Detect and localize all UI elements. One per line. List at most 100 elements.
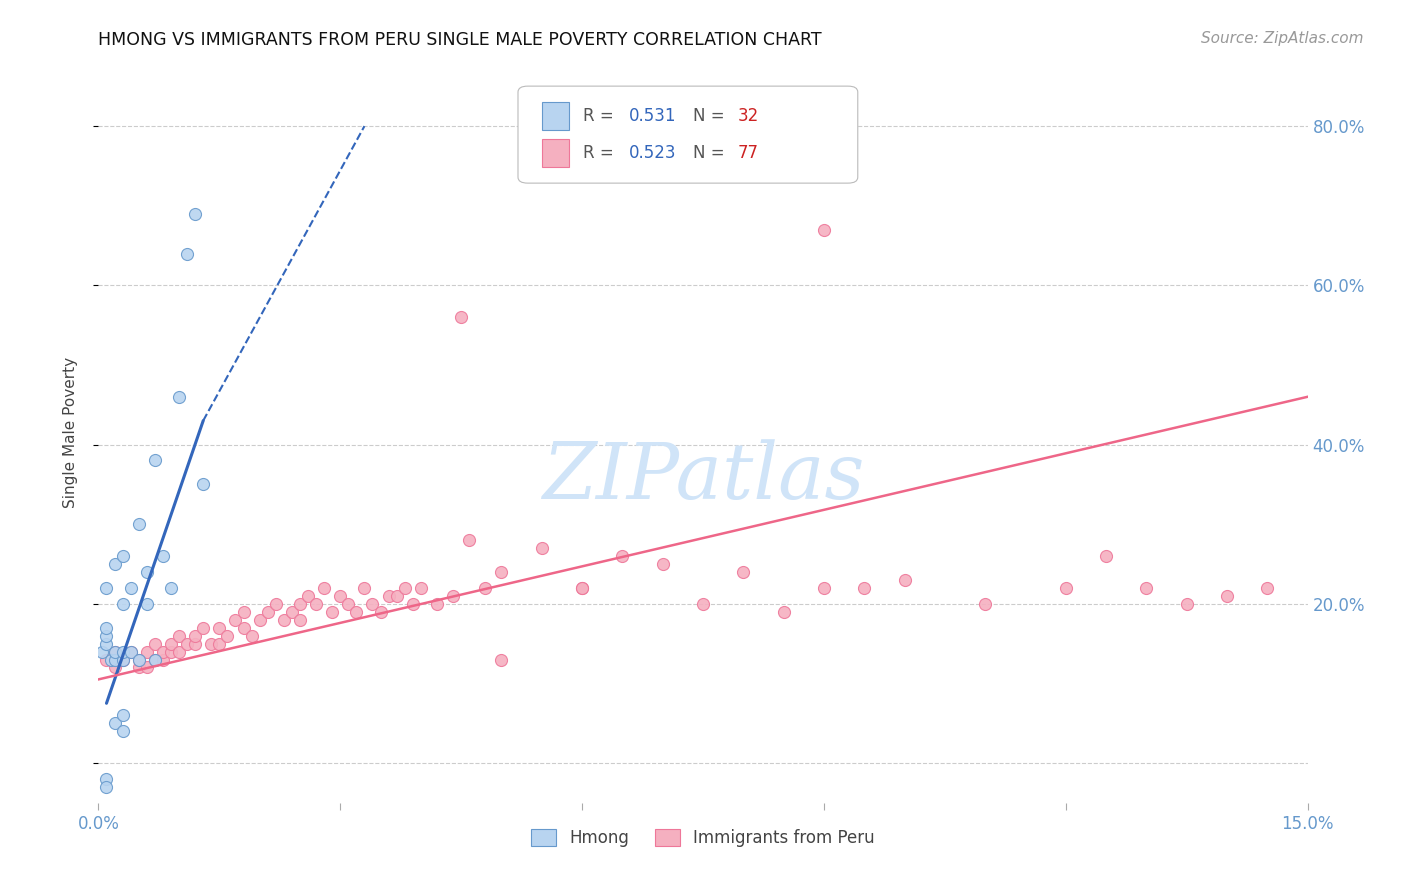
Point <box>450 310 472 325</box>
Point <box>256 605 278 619</box>
Point <box>111 708 134 723</box>
Point <box>96 629 118 643</box>
Point <box>288 613 311 627</box>
Point <box>103 644 125 658</box>
Point <box>152 652 174 666</box>
Point <box>193 621 215 635</box>
Point <box>651 557 673 571</box>
Point <box>217 629 239 643</box>
Point <box>143 652 166 666</box>
Point <box>232 621 254 635</box>
Point <box>426 597 449 611</box>
Point <box>297 589 319 603</box>
Point <box>167 629 190 643</box>
Text: ZIPatlas: ZIPatlas <box>541 439 865 516</box>
Point <box>128 660 150 674</box>
Point <box>273 613 295 627</box>
Point <box>135 565 157 579</box>
Point <box>402 597 425 611</box>
Point <box>692 597 714 611</box>
Point <box>240 629 263 643</box>
Point <box>772 605 794 619</box>
Y-axis label: Single Male Poverty: Single Male Poverty <box>63 357 77 508</box>
FancyBboxPatch shape <box>543 139 569 168</box>
Point <box>321 605 343 619</box>
Point <box>571 581 593 595</box>
Text: N =: N = <box>693 145 730 162</box>
Point <box>91 644 114 658</box>
Point <box>96 652 118 666</box>
Point <box>111 724 134 739</box>
Point <box>143 637 166 651</box>
Point <box>208 621 231 635</box>
Text: R =: R = <box>583 145 619 162</box>
Point <box>184 629 207 643</box>
Legend: Hmong, Immigrants from Peru: Hmong, Immigrants from Peru <box>524 822 882 854</box>
Point <box>193 477 215 491</box>
Point <box>152 549 174 563</box>
Text: 0.523: 0.523 <box>630 145 676 162</box>
Point <box>135 660 157 674</box>
Text: N =: N = <box>693 107 730 125</box>
Point <box>96 581 118 595</box>
Point <box>288 597 311 611</box>
Point <box>111 644 134 658</box>
Point <box>813 581 835 595</box>
Point <box>893 573 915 587</box>
FancyBboxPatch shape <box>543 102 569 130</box>
Point <box>135 597 157 611</box>
Point <box>491 565 513 579</box>
Point <box>249 613 271 627</box>
Point <box>111 652 134 666</box>
Point <box>200 637 222 651</box>
Point <box>160 644 183 658</box>
Point <box>103 660 125 674</box>
Point <box>1256 581 1278 595</box>
Point <box>329 589 352 603</box>
Point <box>160 581 183 595</box>
Point <box>103 644 125 658</box>
Point <box>394 581 416 595</box>
Point <box>143 652 166 666</box>
Point <box>208 637 231 651</box>
Point <box>167 644 190 658</box>
Point <box>232 605 254 619</box>
Point <box>409 581 432 595</box>
FancyBboxPatch shape <box>517 87 858 183</box>
Point <box>1175 597 1198 611</box>
Point <box>111 652 134 666</box>
Text: 77: 77 <box>738 145 759 162</box>
Point <box>353 581 375 595</box>
Point <box>224 613 246 627</box>
Point <box>103 652 125 666</box>
Point <box>111 597 134 611</box>
Point <box>128 517 150 532</box>
Point <box>974 597 997 611</box>
Text: 32: 32 <box>738 107 759 125</box>
Point <box>344 605 367 619</box>
Text: R =: R = <box>583 107 619 125</box>
Point <box>853 581 876 595</box>
Point <box>264 597 287 611</box>
Point <box>612 549 634 563</box>
Point <box>184 207 207 221</box>
Point <box>733 565 755 579</box>
Point <box>361 597 384 611</box>
Point <box>1135 581 1157 595</box>
Point <box>167 390 190 404</box>
Point <box>120 581 142 595</box>
Point <box>96 637 118 651</box>
Point <box>530 541 553 555</box>
Point <box>96 772 118 786</box>
Point <box>305 597 328 611</box>
Point <box>1095 549 1118 563</box>
Point <box>128 652 150 666</box>
Point <box>1054 581 1077 595</box>
Point <box>184 637 207 651</box>
Point <box>474 581 496 595</box>
Point <box>176 246 198 260</box>
Point <box>377 589 399 603</box>
Point <box>441 589 464 603</box>
Point <box>176 637 198 651</box>
Point <box>96 780 118 794</box>
